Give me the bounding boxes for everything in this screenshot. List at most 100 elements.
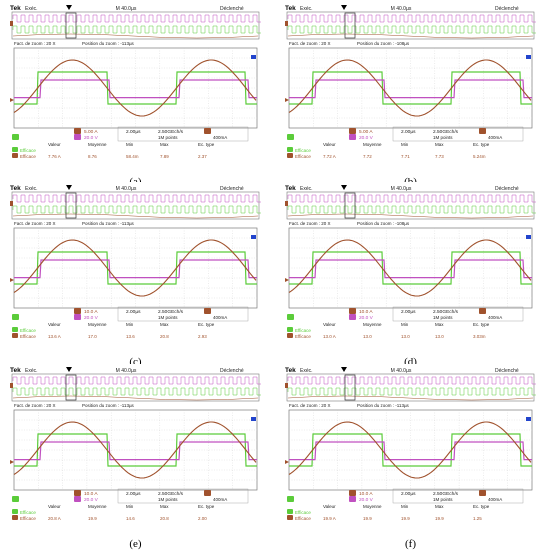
- ch2-ground-marker: [285, 460, 289, 464]
- stats-value: 13.0: [401, 334, 410, 339]
- brand-logo: Tek: [10, 185, 21, 192]
- timebase-readout: M 40.0µs: [391, 186, 412, 192]
- ch4-badge: [349, 496, 356, 502]
- brand-logo: Tek: [285, 185, 296, 192]
- trace-ch3: [14, 433, 257, 467]
- stats-row2-label: Efficace: [295, 154, 311, 159]
- stats-value: 7.72 A: [323, 154, 336, 159]
- stats-row2-label: Efficace: [20, 516, 36, 521]
- timebase-readout: M 40.0µs: [116, 368, 137, 374]
- stats-header: Ec. type: [473, 504, 490, 509]
- scope-panel: Tek Exéc. M 40.0µs Déclenché Fact. de zoom :…: [283, 182, 538, 342]
- trace-ch2-current: [288, 239, 532, 297]
- overview-trace-ch3: [12, 387, 261, 396]
- trigger-level: 400mA: [488, 135, 502, 140]
- oscilloscope-screen: Tek Exéc. M 40.0µs Déclenché Fact. de zoom :…: [8, 182, 263, 342]
- stats-row1-label: Efficace: [295, 510, 311, 515]
- overview-trace-ch2: [287, 395, 534, 401]
- ch2-scale: 5.00 A: [359, 129, 373, 135]
- zoom-position: Position du zoom : -113µs: [82, 221, 135, 226]
- run-status: Exéc.: [25, 368, 38, 374]
- stats-header: Valeur: [48, 142, 61, 147]
- trigger-status: Déclenché: [495, 186, 519, 192]
- stats-value: 7.73: [435, 154, 444, 159]
- stats-value: 14.6: [126, 516, 135, 521]
- zoom-box[interactable]: [344, 374, 356, 401]
- stats-value: 13.0: [435, 334, 444, 339]
- zoom-position: Position du zoom : -108µs: [357, 221, 410, 226]
- ch4-scale: 20.0 V: [84, 315, 99, 321]
- sample-rate: 2.50GEch/s: [158, 129, 184, 135]
- stats-value: 7.72: [363, 154, 372, 159]
- zoom-position: Position du zoom : -113µs: [82, 41, 135, 46]
- overview-trace-ch3: [12, 205, 261, 214]
- zoom-factor: Fact. de zoom : 20 X: [14, 403, 56, 408]
- stats-header: Moyenne: [88, 142, 107, 147]
- row1-badge: [287, 327, 293, 332]
- row1-badge: [287, 147, 293, 152]
- stats-value: 20.8: [160, 334, 169, 339]
- ch3-badge: [287, 134, 294, 140]
- horizontal-scale: 2.00µs: [126, 491, 141, 497]
- stats-value: 58.4m: [126, 154, 139, 159]
- trace-ch2-current: [13, 239, 257, 297]
- zoom-indicator-icon: [251, 417, 256, 421]
- ch2-scale: 10.0 A: [84, 309, 98, 315]
- ch4-badge: [349, 134, 356, 140]
- zoom-box[interactable]: [65, 374, 77, 401]
- stats-header: Max: [435, 142, 444, 147]
- ch2-badge: [74, 490, 81, 496]
- acquisition-box: [392, 488, 524, 504]
- overview-trace-ch4: [12, 14, 261, 23]
- zoom-box[interactable]: [344, 192, 356, 219]
- trigger-source-badge: [204, 308, 211, 314]
- stats-row1-label: Efficace: [295, 148, 311, 153]
- trace-ch4: [289, 79, 532, 99]
- trace-ch4: [289, 259, 532, 279]
- brand-logo: Tek: [10, 367, 21, 374]
- ch2-ground-marker: [10, 460, 14, 464]
- trigger-level: 400mA: [213, 315, 227, 320]
- ch2-scale: 5.00 A: [84, 129, 98, 135]
- ch3-badge: [12, 314, 19, 320]
- stats-header: Max: [435, 504, 444, 509]
- oscilloscope-screen: Tek Exéc. M 40.0µs Déclenché Fact. de zoom :…: [283, 182, 538, 342]
- record-length: 1M points: [433, 315, 453, 320]
- zoom-box[interactable]: [65, 12, 77, 39]
- stats-header: Valeur: [48, 322, 61, 327]
- trace-ch3: [289, 433, 532, 467]
- row2-badge: [287, 333, 293, 338]
- stats-header: Valeur: [323, 142, 336, 147]
- trace-ch2-current: [13, 421, 257, 479]
- stats-value: 20.8: [160, 516, 169, 521]
- stats-value: 13.0 A: [323, 334, 336, 339]
- stats-header: Min: [126, 322, 134, 327]
- trace-ch2-current: [288, 59, 532, 117]
- brand-logo: Tek: [285, 5, 296, 12]
- row1-badge: [12, 147, 18, 152]
- ch3-badge: [12, 496, 19, 502]
- trigger-status: Déclenché: [220, 6, 244, 12]
- trace-ch4: [14, 79, 257, 99]
- oscilloscope-screen: Tek Exéc. M 40.0µs Déclenché Fact. de zoom :…: [283, 364, 538, 524]
- stats-value: 19.9: [88, 516, 97, 521]
- trigger-position-icon: [66, 5, 72, 10]
- sample-rate: 2.50GEch/s: [433, 491, 459, 497]
- stats-header: Min: [401, 504, 409, 509]
- stats-header: Min: [401, 142, 409, 147]
- ch2-scale: 10.0 A: [359, 491, 373, 497]
- row2-badge: [287, 153, 293, 158]
- zoom-box[interactable]: [65, 192, 77, 219]
- ch2-badge: [349, 490, 356, 496]
- stats-header: Moyenne: [88, 504, 107, 509]
- zoom-indicator-icon: [526, 55, 531, 59]
- zoom-box[interactable]: [344, 12, 356, 39]
- trigger-source-badge: [479, 490, 486, 496]
- timebase-readout: M 40.0µs: [391, 368, 412, 374]
- zoom-factor: Fact. de zoom : 20 X: [14, 221, 56, 226]
- stats-row2-label: Efficace: [295, 516, 311, 521]
- trigger-position-icon: [66, 185, 72, 190]
- acquisition-box: [392, 306, 524, 322]
- overview-trace-ch2: [12, 33, 259, 39]
- trace-ch2-current: [13, 59, 257, 117]
